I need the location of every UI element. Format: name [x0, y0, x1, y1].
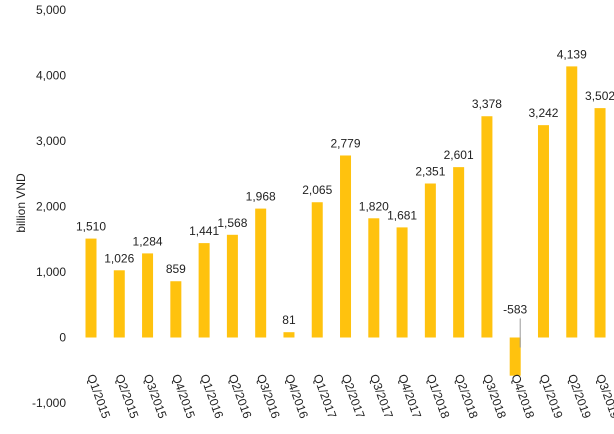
y-tick-label: 2,000 — [36, 200, 66, 214]
x-tick-label: Q4/2017 — [395, 372, 424, 420]
data-label: 2,601 — [444, 148, 474, 162]
x-tick-label: Q3/2015 — [141, 372, 170, 420]
data-label: 2,351 — [415, 165, 445, 179]
bar — [424, 183, 436, 338]
bar-series — [85, 66, 606, 376]
bar — [283, 332, 295, 338]
bar — [537, 125, 549, 338]
bar — [368, 218, 380, 338]
bar — [85, 238, 97, 338]
bar — [198, 243, 210, 338]
data-label: 1,510 — [76, 220, 106, 234]
data-label: -583 — [503, 303, 527, 317]
x-tick-label: Q3/2018 — [480, 372, 509, 420]
bar — [142, 253, 154, 338]
data-label: 4,139 — [557, 47, 587, 61]
bar — [481, 116, 493, 338]
x-tick-label: Q4/2015 — [169, 372, 198, 420]
y-tick-label: 1,000 — [36, 265, 66, 279]
y-tick-label: -1,000 — [32, 396, 66, 410]
data-label: 2,779 — [331, 136, 361, 150]
x-tick-label: Q1/2019 — [537, 372, 566, 420]
x-tick-label: Q2/2016 — [226, 372, 255, 420]
x-axis-tick-labels: Q1/2015 Q2/2015 Q3/2015 Q4/2015 Q1/2016 Q2/20… — [84, 372, 614, 420]
x-tick-label: Q1/2018 — [424, 372, 453, 420]
data-label: 1,441 — [189, 224, 219, 238]
bar — [255, 208, 267, 338]
x-tick-label: Q1/2015 — [84, 372, 113, 420]
bar — [509, 337, 521, 376]
data-label: 2,065 — [302, 183, 332, 197]
x-tick-label: Q2/2018 — [452, 372, 481, 420]
data-label: 3,242 — [528, 106, 558, 120]
x-tick-label: Q4/2018 — [508, 372, 537, 420]
data-label: 1,820 — [359, 199, 389, 213]
bar — [113, 270, 125, 338]
x-tick-label: Q2/2015 — [112, 372, 141, 420]
bar — [594, 108, 606, 338]
data-label: 3,378 — [472, 97, 502, 111]
x-tick-label: Q3/2019 — [593, 372, 614, 420]
bar — [340, 155, 352, 338]
x-tick-label: Q3/2016 — [254, 372, 283, 420]
y-axis-tick-labels: -1,000 0 1,000 2,000 3,000 4,000 5,000 — [32, 3, 66, 410]
y-tick-label: 3,000 — [36, 134, 66, 148]
y-tick-label: 0 — [59, 331, 66, 345]
y-tick-label: 5,000 — [36, 3, 66, 17]
data-label: 1,026 — [104, 251, 134, 265]
bar — [566, 66, 578, 338]
data-label: 859 — [166, 262, 186, 276]
x-tick-label: Q2/2019 — [565, 372, 594, 420]
bar — [453, 167, 465, 338]
data-label: 3,502 — [585, 89, 614, 103]
y-tick-label: 4,000 — [36, 69, 66, 83]
x-tick-label: Q2/2017 — [339, 372, 368, 420]
bar — [311, 202, 323, 338]
y-axis-title: billion VND — [14, 173, 28, 233]
data-label: 1,968 — [246, 190, 276, 204]
data-label: 81 — [282, 313, 296, 327]
x-tick-label: Q1/2017 — [310, 372, 339, 420]
data-label: 1,284 — [133, 234, 163, 248]
data-label: 1,568 — [217, 216, 247, 230]
x-tick-label: Q4/2016 — [282, 372, 311, 420]
data-label: 1,681 — [387, 208, 417, 222]
x-tick-label: Q3/2017 — [367, 372, 396, 420]
bar — [396, 227, 408, 338]
bar — [226, 234, 238, 338]
x-tick-label: Q1/2016 — [197, 372, 226, 420]
bar — [170, 281, 182, 338]
